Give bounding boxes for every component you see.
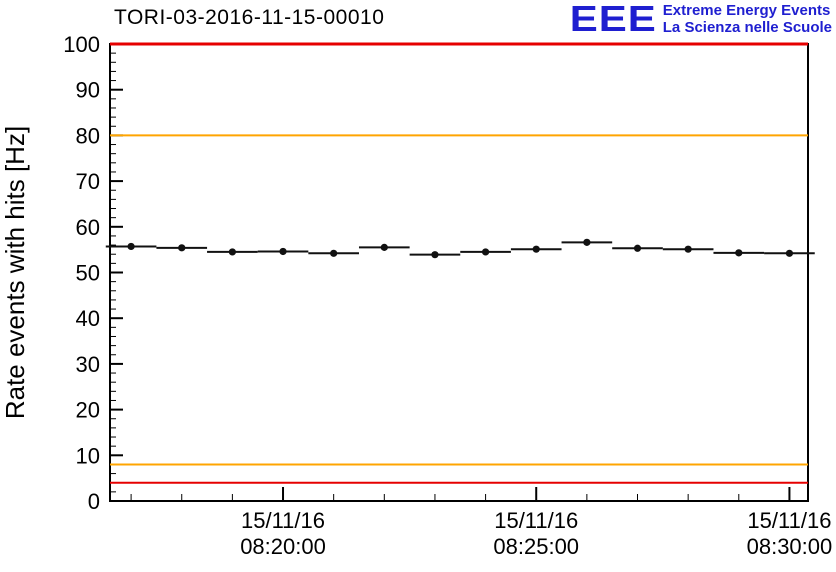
eee-logo-line1: Extreme Energy Events [662,2,831,19]
data-point-marker [330,249,338,257]
eee-logo-letters: EEE [569,0,657,39]
data-point-marker [785,249,794,257]
data-point-marker [228,248,236,256]
y-axis-title: Rate events with hits [Hz] [0,126,30,419]
eee-logo-line2: La Scienza nelle Scuole [662,19,832,36]
y-axis-tick-label: 80 [76,123,100,148]
data-point-marker [380,243,388,251]
plot-frame [109,43,809,502]
data-point-marker [532,245,540,253]
data-point-marker [178,244,186,252]
y-axis-tick-label: 100 [63,32,100,57]
data-point-marker [431,251,439,259]
data-point-marker [735,249,743,257]
y-axis-tick-label: 30 [76,352,100,377]
y-axis-tick-label: 40 [76,306,100,331]
data-point-marker [684,245,692,253]
y-axis-tick-label: 60 [76,215,100,240]
x-axis-tick-label: 15/11/16 08:20:00 [240,508,326,559]
eee-logo: EEE Extreme Energy Events La Scienza nel… [569,0,832,39]
page-title: TORI-03-2016-11-15-00010 [114,6,385,29]
data-point-marker [127,242,135,251]
data-point-marker [583,238,591,246]
y-axis-tick-label: 10 [76,443,100,468]
y-axis-tick-label: 90 [76,78,100,103]
x-axis-tick-label: 15/11/16 08:25:00 [493,508,579,559]
y-axis-tick-label: 50 [76,261,100,286]
x-axis-tick-label: 15/11/16 08:30:00 [747,508,833,559]
y-axis-tick-label: 0 [88,489,100,514]
y-axis-tick-label: 20 [76,398,100,423]
eee-logo-text: Extreme Energy Events La Scienza nelle S… [663,2,832,36]
data-point-marker [279,247,287,256]
data-point-marker [481,248,490,256]
data-point-marker [633,244,642,252]
y-axis-tick-label: 70 [76,169,100,194]
